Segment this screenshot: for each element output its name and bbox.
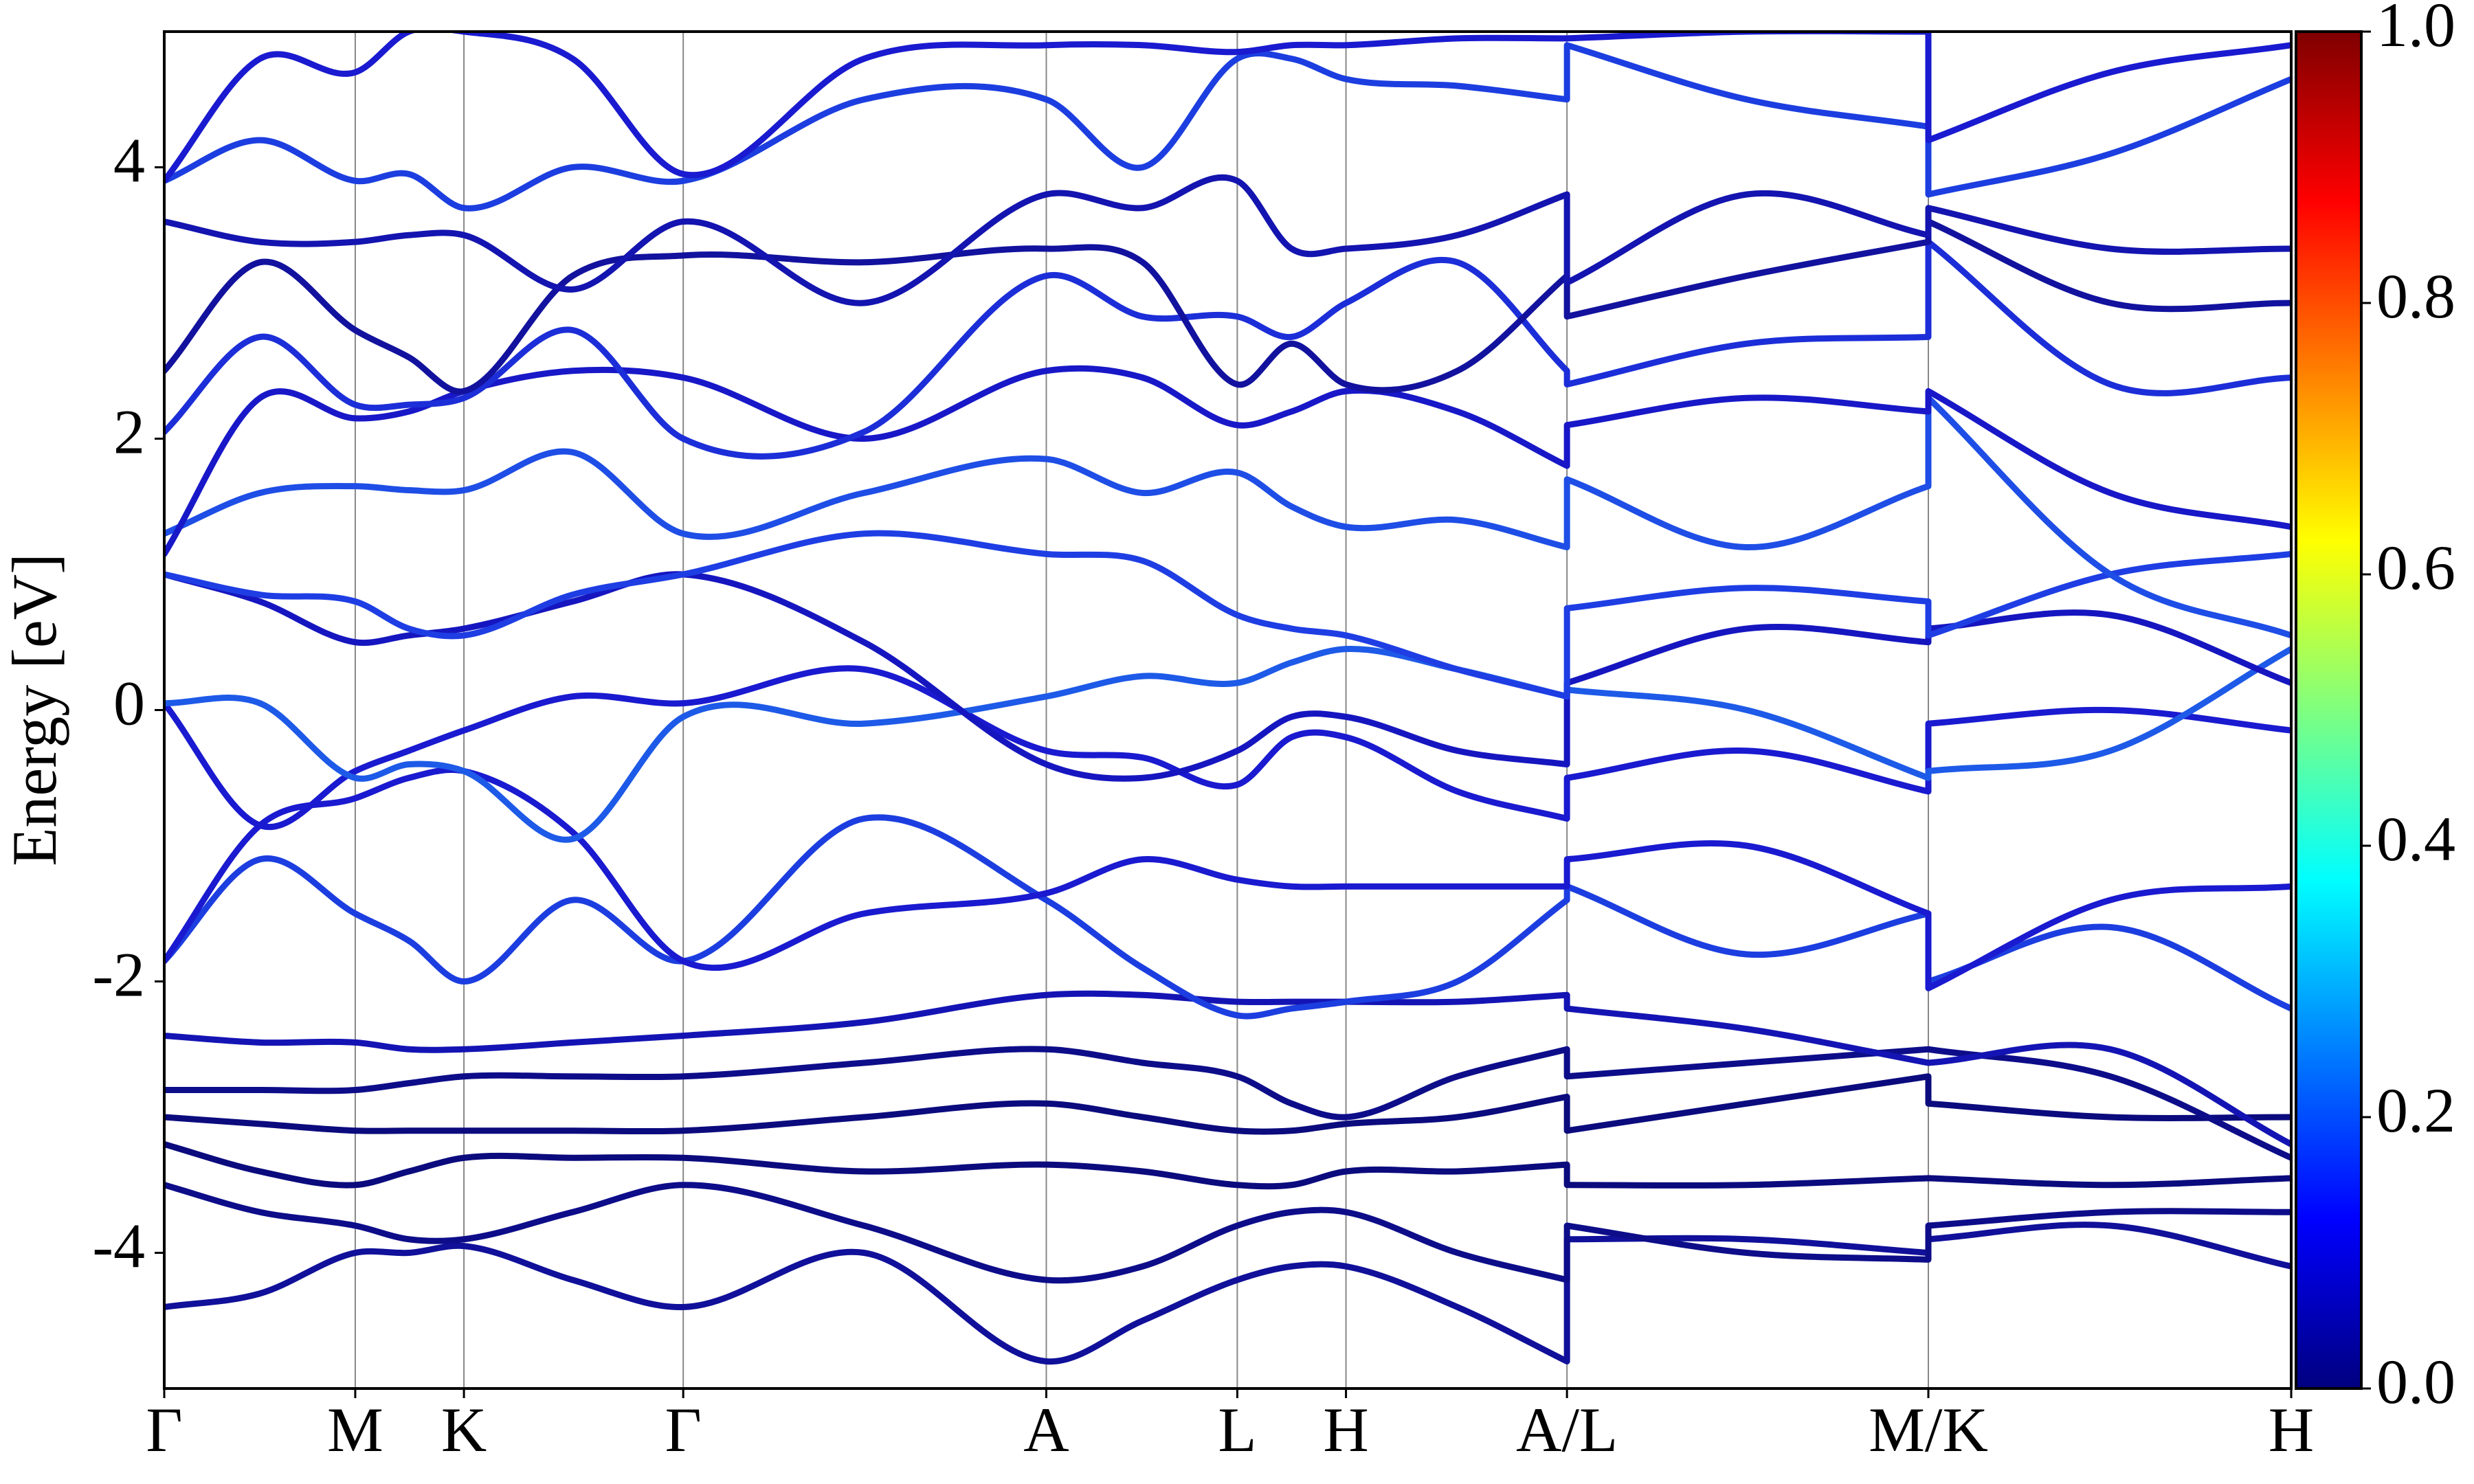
band-line <box>164 1182 2291 1284</box>
y-tick-label: 0 <box>113 668 145 739</box>
bands <box>164 32 2291 1365</box>
band-line <box>164 238 2291 460</box>
band-line <box>164 365 2291 557</box>
band-line <box>164 174 2291 306</box>
colorbar-tick-label: 1.0 <box>2376 0 2455 60</box>
band-line <box>164 394 2291 639</box>
band-line <box>164 767 2291 991</box>
band-line <box>164 218 2291 395</box>
colorbar-tick-label: 0.2 <box>2376 1075 2455 1145</box>
band-line <box>164 1046 2291 1161</box>
y-tick-label: -4 <box>92 1211 145 1281</box>
y-tick-label: 4 <box>113 126 145 196</box>
band-line <box>164 814 2291 1020</box>
x-tick-label: K <box>441 1395 487 1465</box>
x-tick-label: A <box>1023 1395 1069 1465</box>
colorbar: 0.0 0.2 0.4 0.6 0.8 1.0 <box>2295 0 2455 1417</box>
band-line <box>164 42 2291 212</box>
y-tick-label: -2 <box>92 940 145 1010</box>
band-line <box>164 1073 2291 1135</box>
y-tick-label: 2 <box>113 397 145 467</box>
x-tick-label: Γ <box>665 1395 702 1465</box>
x-tick-label: M <box>327 1395 383 1465</box>
colorbar-tick-label: 0.6 <box>2376 532 2455 603</box>
band-line <box>164 665 2291 831</box>
y-axis-label: Energy [eV] <box>0 553 69 866</box>
x-tick-label: H <box>2269 1395 2314 1465</box>
x-tick-label: Γ <box>146 1395 182 1465</box>
x-tick-label: H <box>1323 1395 1368 1465</box>
band-line <box>164 530 2291 700</box>
band-line <box>164 32 2291 184</box>
band-line <box>164 571 2291 782</box>
band-line <box>164 1141 2291 1190</box>
colorbar-tick-label: 0.0 <box>2376 1347 2455 1417</box>
band-line <box>164 990 2291 1147</box>
x-tick-label: M/K <box>1869 1395 1988 1465</box>
band-line <box>164 1222 2291 1365</box>
band-line <box>164 646 2291 843</box>
colorbar-gradient <box>2295 30 2363 1390</box>
colorbar-tick-label: 0.8 <box>2376 261 2455 331</box>
x-tick-label: A/L <box>1516 1395 1618 1465</box>
colorbar-tick-label: 0.4 <box>2376 804 2455 874</box>
x-tick-label: L <box>1218 1395 1256 1465</box>
